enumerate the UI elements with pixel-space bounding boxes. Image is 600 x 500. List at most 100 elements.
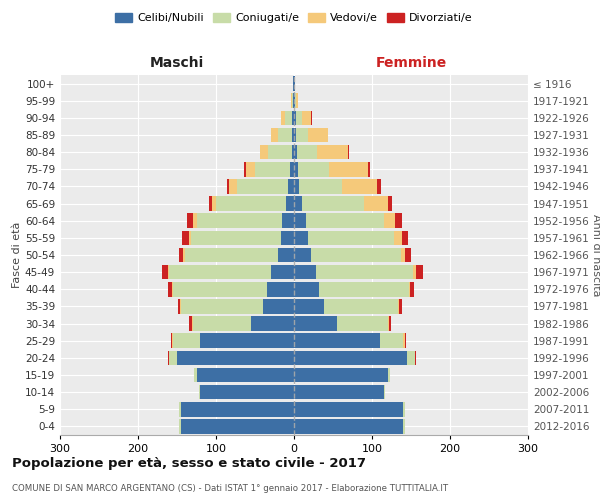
Text: Maschi: Maschi: [150, 56, 204, 70]
Bar: [294, 76, 295, 91]
Bar: [329, 162, 368, 176]
Bar: [311, 248, 401, 262]
Bar: [171, 334, 172, 348]
Bar: [401, 230, 408, 245]
Bar: [177, 350, 294, 365]
Bar: [377, 179, 380, 194]
Bar: [180, 299, 181, 314]
Bar: [294, 214, 306, 228]
Bar: [302, 196, 364, 211]
Bar: [185, 248, 278, 262]
Bar: [200, 334, 294, 348]
Bar: [410, 282, 414, 296]
Bar: [169, 350, 177, 365]
Bar: [403, 419, 405, 434]
Bar: [212, 196, 216, 211]
Bar: [192, 316, 193, 331]
Bar: [179, 402, 181, 416]
Bar: [296, 110, 302, 125]
Bar: [368, 162, 370, 176]
Bar: [187, 214, 193, 228]
Bar: [190, 230, 191, 245]
Bar: [308, 230, 394, 245]
Bar: [271, 265, 294, 280]
Bar: [294, 128, 296, 142]
Bar: [294, 94, 295, 108]
Bar: [296, 94, 298, 108]
Bar: [255, 162, 290, 176]
Bar: [389, 316, 391, 331]
Bar: [162, 265, 169, 280]
Bar: [384, 214, 395, 228]
Bar: [395, 214, 403, 228]
Bar: [172, 334, 173, 348]
Bar: [292, 145, 294, 160]
Bar: [306, 214, 384, 228]
Bar: [294, 402, 403, 416]
Bar: [271, 128, 278, 142]
Bar: [182, 230, 190, 245]
Bar: [172, 282, 173, 296]
Bar: [364, 196, 388, 211]
Bar: [292, 110, 294, 125]
Bar: [343, 179, 377, 194]
Bar: [294, 145, 297, 160]
Bar: [266, 282, 294, 296]
Bar: [227, 179, 229, 194]
Bar: [413, 265, 416, 280]
Bar: [294, 350, 407, 365]
Bar: [193, 214, 197, 228]
Bar: [348, 145, 349, 160]
Bar: [388, 368, 390, 382]
Bar: [183, 248, 185, 262]
Bar: [181, 419, 294, 434]
Bar: [398, 299, 400, 314]
Y-axis label: Fasce di età: Fasce di età: [12, 222, 22, 288]
Bar: [403, 402, 405, 416]
Bar: [400, 299, 401, 314]
Bar: [200, 385, 294, 400]
Bar: [229, 179, 237, 194]
Bar: [283, 214, 294, 228]
Bar: [319, 282, 409, 296]
Bar: [405, 334, 406, 348]
Bar: [294, 385, 384, 400]
Bar: [308, 128, 328, 142]
Bar: [290, 162, 294, 176]
Bar: [295, 94, 296, 108]
Bar: [323, 299, 398, 314]
Bar: [288, 179, 294, 194]
Bar: [199, 385, 200, 400]
Bar: [291, 94, 292, 108]
Bar: [294, 282, 319, 296]
Bar: [416, 265, 424, 280]
Text: Femmine: Femmine: [376, 56, 446, 70]
Text: COMUNE DI SAN MARCO ARGENTANO (CS) - Dati ISTAT 1° gennaio 2017 - Elaborazione T: COMUNE DI SAN MARCO ARGENTANO (CS) - Dat…: [12, 484, 448, 493]
Bar: [278, 248, 294, 262]
Bar: [278, 128, 292, 142]
Bar: [197, 214, 283, 228]
Bar: [403, 334, 405, 348]
Bar: [169, 265, 271, 280]
Bar: [407, 350, 415, 365]
Bar: [244, 162, 245, 176]
Bar: [169, 282, 172, 296]
Bar: [316, 265, 413, 280]
Bar: [281, 110, 284, 125]
Bar: [263, 299, 294, 314]
Bar: [268, 145, 292, 160]
Bar: [188, 316, 192, 331]
Bar: [409, 282, 410, 296]
Bar: [294, 196, 302, 211]
Bar: [293, 94, 294, 108]
Bar: [294, 265, 316, 280]
Bar: [292, 128, 294, 142]
Bar: [294, 230, 308, 245]
Bar: [294, 248, 311, 262]
Bar: [294, 419, 403, 434]
Bar: [294, 299, 323, 314]
Bar: [337, 316, 388, 331]
Bar: [405, 248, 411, 262]
Bar: [294, 110, 296, 125]
Bar: [294, 334, 380, 348]
